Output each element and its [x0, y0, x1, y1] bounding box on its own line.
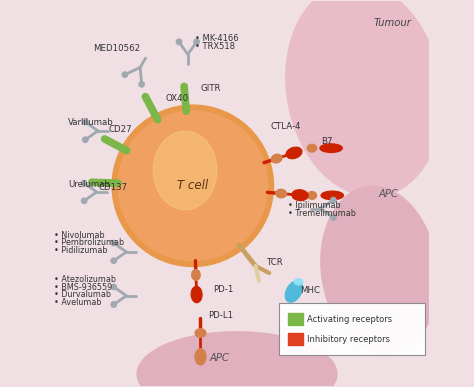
- Text: • Nivolumab: • Nivolumab: [55, 231, 105, 240]
- Circle shape: [82, 180, 87, 186]
- Text: Activating receptors: Activating receptors: [307, 315, 392, 324]
- Text: • Durvalumab: • Durvalumab: [55, 290, 111, 299]
- Circle shape: [331, 197, 336, 203]
- Circle shape: [194, 39, 200, 45]
- Text: Urelumab: Urelumab: [68, 180, 110, 188]
- Text: CTLA-4: CTLA-4: [271, 122, 301, 131]
- Ellipse shape: [285, 281, 302, 302]
- Ellipse shape: [195, 349, 206, 365]
- Text: • BMS-936559: • BMS-936559: [55, 283, 113, 291]
- Text: TCR: TCR: [267, 258, 284, 267]
- Circle shape: [111, 258, 117, 264]
- Ellipse shape: [137, 332, 337, 387]
- Circle shape: [331, 215, 336, 220]
- Text: B7: B7: [321, 137, 332, 146]
- Text: GITR: GITR: [201, 84, 221, 92]
- Text: • Avelumab: • Avelumab: [55, 298, 102, 307]
- Circle shape: [118, 111, 268, 261]
- Circle shape: [122, 72, 128, 77]
- Text: • TRX518: • TRX518: [195, 43, 235, 51]
- Bar: [288, 313, 303, 325]
- Bar: [288, 333, 303, 345]
- Circle shape: [82, 137, 88, 142]
- Circle shape: [111, 240, 117, 246]
- Text: APC: APC: [379, 189, 399, 199]
- Circle shape: [139, 82, 145, 87]
- Text: MHC: MHC: [301, 286, 320, 295]
- Text: Tumour: Tumour: [374, 18, 411, 28]
- Ellipse shape: [272, 154, 282, 163]
- Text: CD27: CD27: [109, 125, 133, 134]
- Text: CD137: CD137: [99, 183, 128, 192]
- Ellipse shape: [286, 147, 302, 159]
- Ellipse shape: [191, 286, 202, 303]
- Ellipse shape: [321, 191, 344, 200]
- Ellipse shape: [307, 144, 317, 152]
- Ellipse shape: [292, 190, 308, 200]
- Text: MED10562: MED10562: [93, 45, 141, 53]
- Ellipse shape: [195, 329, 206, 337]
- Ellipse shape: [307, 192, 317, 199]
- Circle shape: [112, 105, 273, 267]
- Text: OX40: OX40: [166, 94, 189, 103]
- Text: • MK-4166: • MK-4166: [195, 34, 238, 43]
- Circle shape: [82, 198, 87, 204]
- Ellipse shape: [276, 189, 286, 198]
- Ellipse shape: [286, 0, 442, 197]
- Ellipse shape: [321, 186, 438, 354]
- Circle shape: [111, 284, 117, 289]
- Text: • Pidilizumab: • Pidilizumab: [55, 246, 108, 255]
- Text: PD-L1: PD-L1: [208, 312, 233, 320]
- Text: Inhibitory receptors: Inhibitory receptors: [307, 335, 390, 344]
- Ellipse shape: [320, 144, 342, 152]
- FancyBboxPatch shape: [279, 303, 425, 355]
- Circle shape: [82, 119, 88, 125]
- Text: APC: APC: [210, 353, 229, 363]
- Text: PD-1: PD-1: [213, 285, 233, 294]
- Text: • Atezolizumab: • Atezolizumab: [55, 275, 117, 284]
- Text: T cell: T cell: [177, 179, 209, 192]
- Ellipse shape: [153, 131, 217, 210]
- Ellipse shape: [294, 279, 303, 285]
- Text: • Tremelimumab: • Tremelimumab: [288, 209, 356, 218]
- Text: • Pembrolizumab: • Pembrolizumab: [55, 238, 125, 247]
- Circle shape: [111, 302, 117, 307]
- Circle shape: [176, 39, 182, 45]
- Text: • Ipilimumab: • Ipilimumab: [288, 201, 340, 210]
- Text: Varlilumab: Varlilumab: [68, 118, 114, 127]
- Ellipse shape: [191, 269, 200, 280]
